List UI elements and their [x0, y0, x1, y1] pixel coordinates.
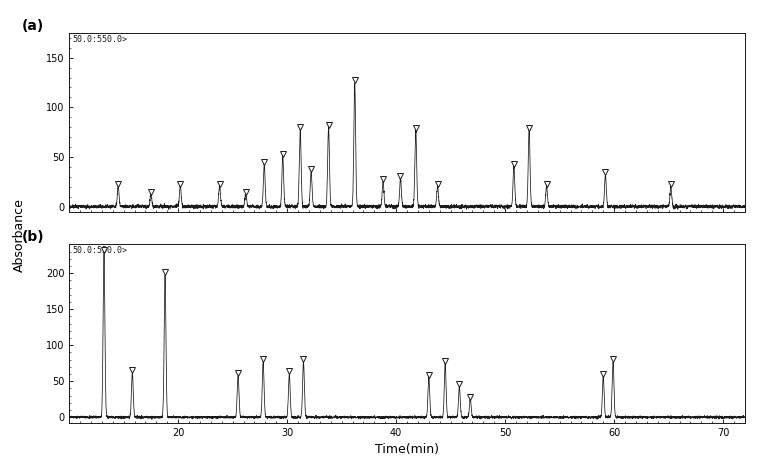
Text: 50.0:550.0>: 50.0:550.0>: [72, 246, 127, 255]
Text: (a): (a): [22, 19, 44, 32]
X-axis label: Time(min): Time(min): [375, 443, 439, 456]
Text: Absorbance: Absorbance: [13, 198, 25, 272]
Text: 50.0:550.0>: 50.0:550.0>: [72, 35, 127, 44]
Text: (b): (b): [22, 230, 45, 244]
